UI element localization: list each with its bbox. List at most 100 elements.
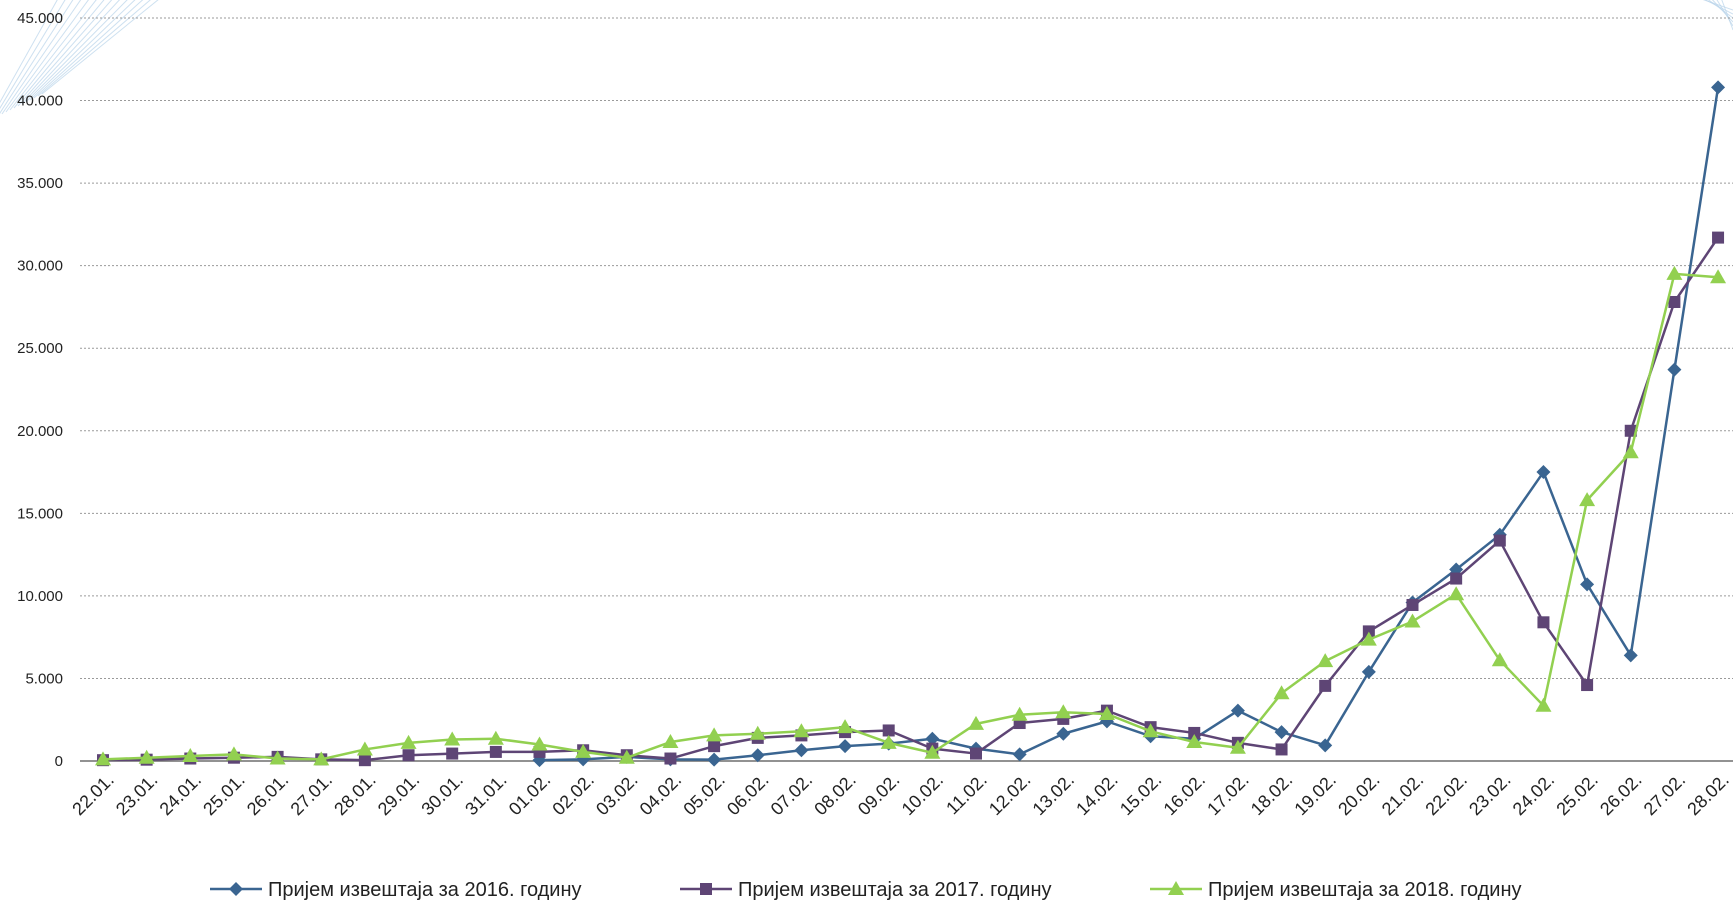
data-point — [1710, 269, 1727, 284]
decor-stroke — [37, 0, 151, 97]
y-tick-label: 45.000 — [17, 10, 63, 27]
y-tick-label: 15.000 — [17, 505, 63, 522]
data-point — [1624, 424, 1637, 437]
y-tick-label: 30.000 — [17, 258, 63, 275]
y-tick-label: 10.000 — [17, 588, 63, 605]
decor-stroke — [1721, 0, 1733, 31]
data-point — [225, 746, 242, 761]
data-point — [1667, 362, 1682, 377]
legend-item-2: Пријем извештаја за 2017. годину — [680, 879, 1052, 901]
data-point — [313, 751, 330, 766]
data-point — [838, 739, 853, 754]
data-point — [794, 743, 809, 758]
data-point — [708, 740, 721, 753]
x-tick-label: 11.02. — [942, 770, 991, 819]
x-tick-label: 25.02. — [1552, 770, 1602, 820]
series-line — [539, 87, 1720, 762]
x-tick-label: 16.02. — [1160, 770, 1210, 820]
x-tick-label: 02.02. — [548, 770, 598, 820]
legend-label: Пријем извештаја за 2017. годину — [738, 879, 1052, 901]
series-2 — [97, 231, 1725, 767]
x-tick-label: 22.02. — [1421, 770, 1471, 820]
data-point — [1230, 703, 1245, 718]
data-point — [618, 749, 635, 764]
x-tick-label: 24.02. — [1509, 770, 1559, 820]
data-point — [1712, 231, 1725, 244]
grid-lines — [80, 17, 1733, 679]
data-point — [1011, 706, 1028, 721]
decor-stroke — [29, 0, 136, 101]
data-point — [358, 754, 371, 767]
series-group — [95, 80, 1727, 768]
data-point — [1361, 664, 1376, 679]
decor-stroke — [0, 0, 58, 104]
data-point — [1535, 697, 1552, 712]
data-point — [1623, 648, 1638, 663]
series-line — [102, 236, 1720, 762]
data-point — [444, 731, 461, 746]
data-point — [1493, 534, 1506, 547]
data-point — [1142, 723, 1159, 738]
x-tick-label: 17.02. — [1203, 770, 1253, 820]
decor-stroke — [9, 0, 97, 111]
decor-stroke — [0, 0, 66, 109]
data-point — [1229, 739, 1246, 754]
series-3 — [95, 265, 1727, 766]
decor-stroke — [41, 0, 159, 95]
data-point — [882, 724, 895, 737]
x-axis-ticks: 22.01.23.01.24.01.25.01.26.01.27.01.28.0… — [68, 770, 1733, 820]
x-tick-label: 10.02. — [898, 770, 948, 820]
data-point — [138, 749, 155, 764]
legend-item-1: Пријем извештаја за 2016. годину — [210, 879, 582, 901]
data-point — [402, 749, 415, 762]
data-point — [706, 727, 723, 742]
data-point — [1012, 747, 1027, 762]
legend-item-3: Пријем извештаја за 2018. годину — [1150, 879, 1522, 901]
series-line — [102, 272, 1719, 761]
y-tick-label: 5.000 — [25, 670, 63, 687]
data-point — [356, 741, 373, 756]
data-point — [1668, 295, 1681, 308]
data-point — [1317, 653, 1334, 668]
x-tick-label: 26.01. — [243, 770, 293, 820]
data-point — [1188, 726, 1201, 739]
legend-marker — [1168, 881, 1184, 895]
data-point — [487, 730, 504, 745]
x-tick-label: 08.02. — [810, 770, 860, 820]
decor-stroke — [33, 0, 144, 99]
x-tick-label: 23.02. — [1465, 770, 1515, 820]
data-point — [1536, 465, 1551, 480]
legend-marker — [700, 883, 712, 895]
data-point — [1666, 265, 1683, 280]
data-point — [1360, 631, 1377, 646]
legend: Пријем извештаја за 2016. годину Пријем и… — [210, 879, 1522, 901]
legend-label: Пријем извештаја за 2016. годину — [268, 879, 582, 901]
data-point — [749, 725, 766, 740]
data-point — [750, 748, 765, 763]
data-point — [95, 751, 111, 766]
data-point — [970, 747, 982, 760]
decor-stroke — [13, 0, 105, 109]
data-point — [1186, 734, 1203, 749]
y-tick-label: 25.000 — [17, 340, 63, 357]
x-tick-label: 05.02. — [679, 770, 729, 820]
data-point — [1056, 726, 1071, 741]
x-tick-label: 25.01. — [199, 770, 249, 820]
x-tick-label: 22.01. — [68, 770, 118, 820]
x-tick-label: 29.01. — [374, 770, 424, 820]
data-point — [400, 734, 417, 749]
data-point — [1450, 572, 1463, 585]
data-point — [880, 734, 897, 749]
x-tick-label: 26.02. — [1596, 770, 1646, 820]
x-tick-label: 20.02. — [1334, 770, 1384, 820]
data-point — [575, 743, 592, 758]
data-point — [1273, 685, 1290, 700]
data-point — [1622, 444, 1639, 459]
data-point — [1579, 492, 1596, 507]
data-point — [662, 734, 679, 749]
decor-stroke — [25, 0, 128, 103]
y-axis-ticks: 0 5.000 10.000 15.000 20.000 25.000 30.000 35.0… — [17, 10, 63, 770]
data-point — [1581, 679, 1594, 692]
data-point — [968, 715, 984, 730]
data-point — [1711, 80, 1726, 95]
